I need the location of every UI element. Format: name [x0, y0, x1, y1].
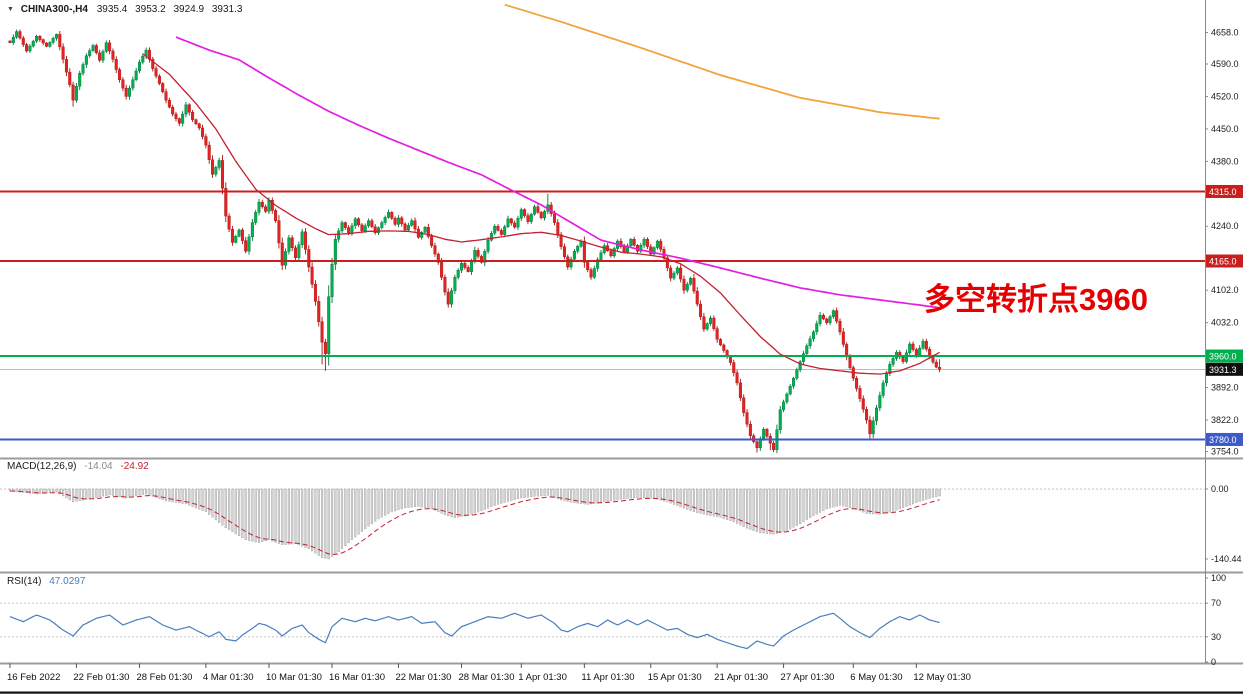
svg-text:3822.0: 3822.0	[1211, 415, 1239, 425]
svg-text:3754.0: 3754.0	[1211, 447, 1239, 457]
svg-text:-140.44: -140.44	[1211, 554, 1242, 564]
svg-text:28 Mar 01:30: 28 Mar 01:30	[459, 672, 515, 683]
svg-text:6 May 01:30: 6 May 01:30	[850, 672, 902, 683]
svg-text:28 Feb 01:30: 28 Feb 01:30	[136, 672, 192, 683]
svg-text:30: 30	[1211, 632, 1221, 642]
svg-text:16 Mar 01:30: 16 Mar 01:30	[329, 672, 385, 683]
candlestick-series	[8, 29, 942, 454]
svg-text:10 Mar 01:30: 10 Mar 01:30	[266, 672, 322, 683]
price-axis: 4658.0 4590.0 4520.0 4450.0 4380.0 4240.0 4102…	[1205, 27, 1239, 457]
rsi-panel: 100 70 30 0	[0, 573, 1226, 667]
svg-text:4520.0: 4520.0	[1211, 91, 1239, 101]
svg-text:1 Apr 01:30: 1 Apr 01:30	[518, 672, 567, 683]
price-hlines[interactable]	[0, 190, 1205, 441]
macd-panel: 0.00 -140.44	[0, 484, 1242, 564]
svg-text:0.00: 0.00	[1211, 484, 1229, 494]
ma-red-line	[142, 53, 940, 375]
svg-text:16 Feb 2022: 16 Feb 2022	[7, 672, 60, 683]
svg-text:0: 0	[1211, 657, 1216, 667]
svg-text:4658.0: 4658.0	[1211, 27, 1239, 37]
svg-text:3780.0: 3780.0	[1209, 435, 1237, 445]
svg-text:21 Apr 01:30: 21 Apr 01:30	[714, 672, 768, 683]
svg-text:4 Mar 01:30: 4 Mar 01:30	[203, 672, 254, 683]
svg-text:4240.0: 4240.0	[1211, 221, 1239, 231]
svg-text:15 Apr 01:30: 15 Apr 01:30	[648, 672, 702, 683]
svg-text:3931.3: 3931.3	[1209, 365, 1237, 375]
svg-text:4450.0: 4450.0	[1211, 124, 1239, 134]
svg-text:4032.0: 4032.0	[1211, 318, 1239, 328]
svg-text:100: 100	[1211, 573, 1226, 583]
svg-text:22 Feb 01:30: 22 Feb 01:30	[73, 672, 129, 683]
svg-text:3892.0: 3892.0	[1211, 383, 1239, 393]
svg-text:70: 70	[1211, 598, 1221, 608]
svg-text:4380.0: 4380.0	[1211, 156, 1239, 166]
svg-text:4102.0: 4102.0	[1211, 285, 1239, 295]
svg-text:3960.0: 3960.0	[1209, 352, 1237, 362]
ma-magenta-line	[175, 36, 940, 309]
svg-text:11 Apr 01:30: 11 Apr 01:30	[581, 672, 634, 683]
svg-text:12 May 01:30: 12 May 01:30	[913, 672, 971, 683]
svg-text:4590.0: 4590.0	[1211, 59, 1239, 69]
svg-text:27 Apr 01:30: 27 Apr 01:30	[781, 672, 835, 683]
time-axis: 16 Feb 2022 22 Feb 01:30 28 Feb 01:30 4 Mar…	[7, 663, 971, 683]
price-axis-badges: 4315.0 4165.0 3960.0 3780.0 3931.3	[1206, 184, 1243, 446]
ma-orange-line	[504, 3, 940, 120]
svg-text:4165.0: 4165.0	[1209, 257, 1237, 267]
svg-text:22 Mar 01:30: 22 Mar 01:30	[395, 672, 451, 683]
svg-text:4315.0: 4315.0	[1209, 187, 1237, 197]
